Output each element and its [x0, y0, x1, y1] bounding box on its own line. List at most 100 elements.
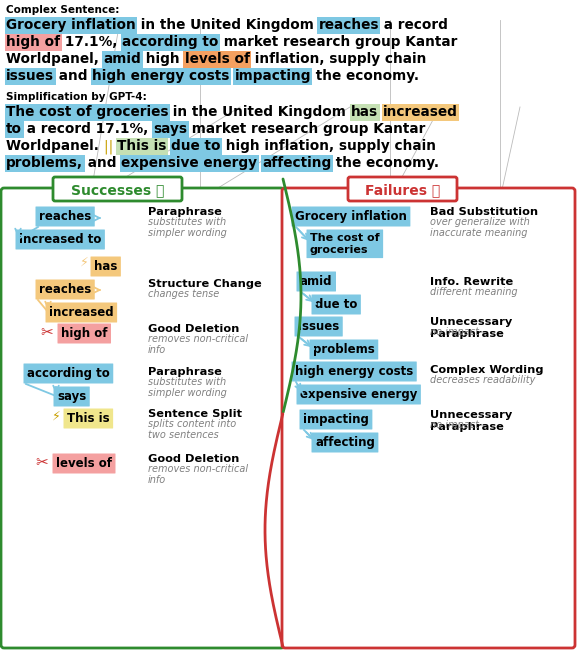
Text: issues: issues [298, 320, 339, 333]
FancyBboxPatch shape [116, 138, 168, 155]
Text: problems,: problems, [6, 156, 83, 170]
Text: Paraphrase: Paraphrase [148, 367, 222, 377]
FancyBboxPatch shape [91, 68, 231, 84]
FancyBboxPatch shape [57, 324, 111, 343]
Text: removes non-critical
info: removes non-critical info [148, 333, 248, 356]
FancyBboxPatch shape [350, 103, 380, 120]
Text: reaches: reaches [39, 283, 91, 296]
FancyBboxPatch shape [299, 410, 372, 430]
FancyBboxPatch shape [5, 16, 137, 34]
FancyBboxPatch shape [64, 408, 113, 428]
Text: increased: increased [383, 105, 458, 119]
Text: market research group Kantar: market research group Kantar [187, 122, 425, 136]
FancyBboxPatch shape [312, 294, 361, 315]
Text: The cost of groceries: The cost of groceries [6, 105, 169, 119]
Text: has: has [94, 260, 117, 273]
Text: Good Deletion: Good Deletion [148, 324, 239, 334]
Text: Worldpanel.: Worldpanel. [6, 139, 103, 153]
Text: Grocery inflation: Grocery inflation [6, 18, 136, 32]
FancyBboxPatch shape [91, 257, 121, 276]
FancyBboxPatch shape [297, 272, 336, 291]
FancyBboxPatch shape [317, 16, 380, 34]
Text: ⚡: ⚡ [80, 256, 89, 269]
Text: This is: This is [67, 412, 110, 425]
FancyBboxPatch shape [291, 207, 410, 226]
Text: expensive energy: expensive energy [121, 156, 257, 170]
Text: no impact: no impact [430, 327, 479, 337]
Text: to: to [6, 122, 22, 136]
Text: impacting: impacting [234, 69, 311, 83]
Text: Sentence Split: Sentence Split [148, 409, 242, 419]
FancyBboxPatch shape [5, 68, 55, 84]
FancyBboxPatch shape [291, 361, 417, 382]
Text: Good Deletion: Good Deletion [148, 454, 239, 464]
Text: problems: problems [313, 343, 375, 356]
FancyBboxPatch shape [102, 51, 143, 68]
Text: Structure Change: Structure Change [148, 279, 262, 289]
FancyBboxPatch shape [312, 432, 379, 452]
Text: in the United Kingdom: in the United Kingdom [169, 105, 351, 119]
Text: over generalize with
inaccurate meaning: over generalize with inaccurate meaning [430, 216, 530, 239]
FancyBboxPatch shape [35, 280, 95, 300]
Text: high energy costs: high energy costs [295, 365, 413, 378]
Text: ⚡: ⚡ [52, 410, 61, 423]
FancyBboxPatch shape [54, 387, 90, 406]
Text: the economy.: the economy. [311, 69, 419, 83]
Text: Info. Rewrite: Info. Rewrite [430, 277, 513, 287]
Text: market research group Kantar: market research group Kantar [218, 35, 457, 49]
Text: levels of: levels of [185, 52, 250, 66]
FancyBboxPatch shape [297, 385, 421, 404]
Text: This is: This is [117, 139, 166, 153]
FancyBboxPatch shape [309, 339, 378, 359]
Text: increased: increased [49, 306, 114, 319]
FancyBboxPatch shape [35, 207, 95, 226]
Text: reaches: reaches [318, 18, 379, 32]
Text: Bad Substitution: Bad Substitution [430, 207, 538, 217]
Text: high energy costs: high energy costs [92, 69, 229, 83]
Text: ||: || [103, 139, 117, 153]
FancyBboxPatch shape [5, 34, 62, 51]
Text: according to: according to [27, 367, 110, 380]
Text: Failures 👎: Failures 👎 [365, 183, 440, 197]
Text: impacting: impacting [303, 413, 369, 426]
Text: Successes 👍: Successes 👍 [71, 183, 164, 197]
FancyBboxPatch shape [121, 34, 220, 51]
Text: amid: amid [103, 52, 142, 66]
Text: no impact: no impact [430, 420, 479, 430]
Text: substitutes with
simpler wording: substitutes with simpler wording [148, 377, 227, 398]
FancyBboxPatch shape [282, 188, 575, 648]
Text: says: says [153, 122, 187, 136]
Text: inflation, supply chain: inflation, supply chain [250, 52, 426, 66]
Text: a record: a record [379, 18, 448, 32]
FancyBboxPatch shape [1, 188, 284, 648]
Text: The cost of
groceries: The cost of groceries [310, 233, 380, 255]
FancyBboxPatch shape [5, 155, 84, 172]
Text: due to: due to [171, 139, 221, 153]
Text: due to: due to [315, 298, 357, 311]
FancyBboxPatch shape [381, 103, 460, 120]
Text: high of: high of [6, 35, 60, 49]
Text: Complex Wording: Complex Wording [430, 365, 543, 375]
FancyBboxPatch shape [5, 103, 170, 120]
Text: in the United Kingdom: in the United Kingdom [136, 18, 318, 32]
Text: issues: issues [6, 69, 54, 83]
Text: increased to: increased to [19, 233, 101, 246]
Text: high: high [142, 52, 185, 66]
FancyBboxPatch shape [261, 155, 333, 172]
Text: expensive energy: expensive energy [300, 388, 417, 401]
Text: decreases readability: decreases readability [430, 374, 535, 385]
FancyBboxPatch shape [183, 51, 251, 68]
FancyBboxPatch shape [46, 302, 117, 322]
FancyBboxPatch shape [306, 229, 383, 258]
Text: amid: amid [300, 275, 332, 288]
Text: high of: high of [61, 327, 108, 340]
Text: splits content into
two sentences: splits content into two sentences [148, 419, 236, 440]
FancyBboxPatch shape [53, 177, 182, 201]
Text: ✂: ✂ [35, 455, 48, 470]
Text: high inflation, supply chain: high inflation, supply chain [221, 139, 436, 153]
Text: Worldpanel,: Worldpanel, [6, 52, 103, 66]
Text: and: and [54, 69, 92, 83]
Text: ✂: ✂ [40, 325, 53, 340]
FancyBboxPatch shape [295, 317, 343, 337]
Text: the economy.: the economy. [331, 156, 439, 170]
